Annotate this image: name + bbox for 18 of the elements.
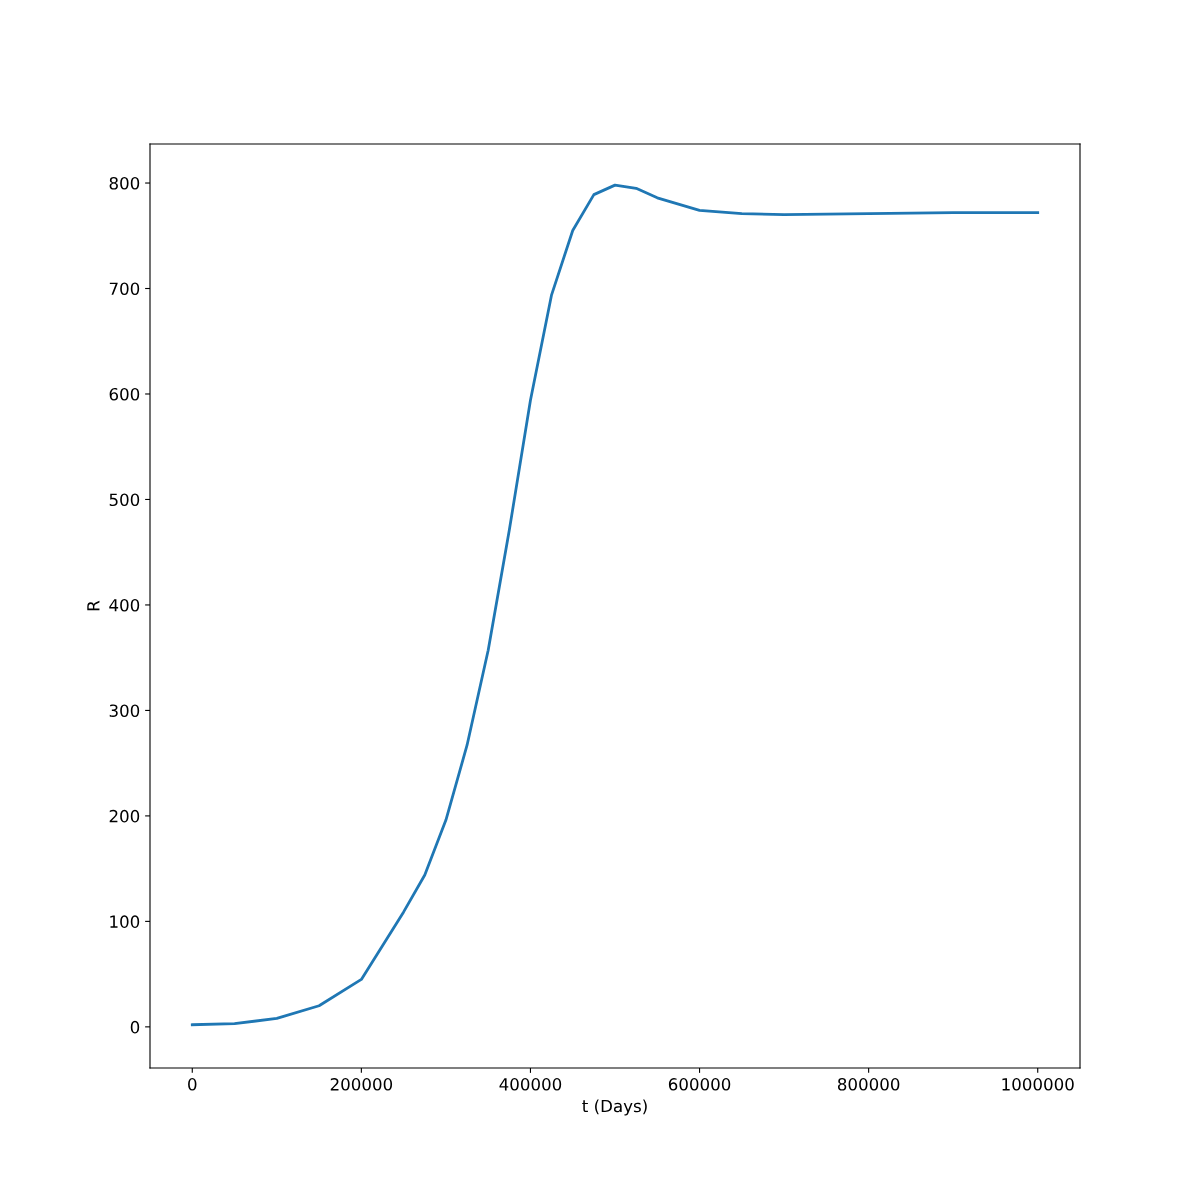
x-axis-title: t (Days) (582, 1099, 647, 1116)
y-tick-label: 800 (109, 176, 140, 190)
x-tick-label: 400000 (499, 1078, 562, 1091)
y-tick-label: 200 (109, 809, 140, 823)
line-series (190, 183, 1040, 1027)
y-tick-label: 700 (109, 282, 140, 296)
x-tick-label: 600000 (668, 1078, 731, 1091)
y-axis-title: R (87, 600, 100, 611)
y-tick-label: 100 (110, 915, 140, 928)
y-tick-label: 400 (109, 598, 140, 612)
y-tick-label: 500 (109, 493, 140, 507)
y-tick-label: 600 (109, 387, 140, 401)
y-tick-label: 300 (109, 704, 140, 717)
y-tick-label: 0 (130, 1020, 140, 1034)
x-tick-label: 1000000 (1002, 1078, 1074, 1091)
x-tick-label: 800000 (837, 1078, 900, 1091)
x-tick-label: 200000 (330, 1078, 393, 1091)
x-tick-label: 0 (188, 1078, 197, 1091)
